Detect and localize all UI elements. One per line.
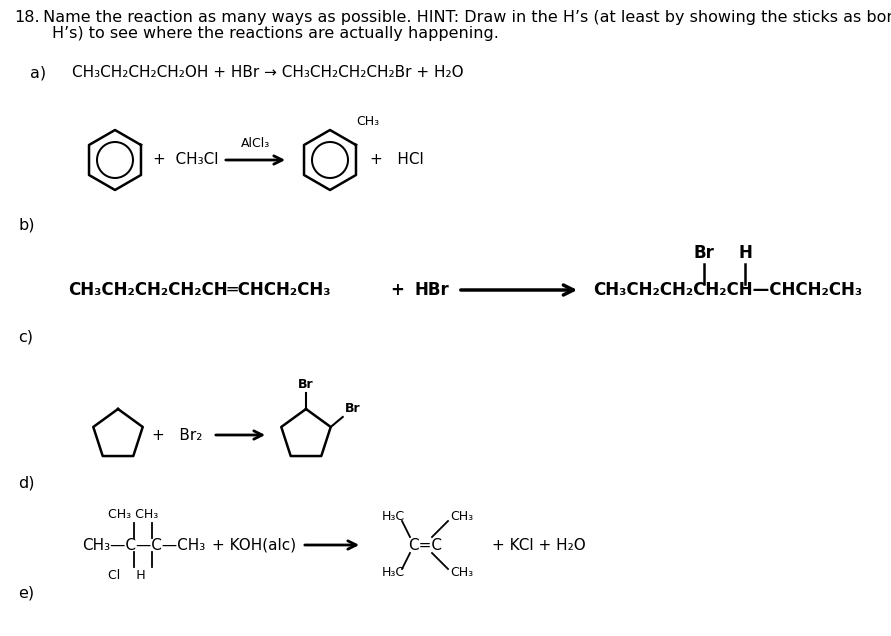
Text: C=C: C=C [408, 537, 442, 553]
Text: CH₃CH₂CH₂CH₂CH═CHCH₂CH₃: CH₃CH₂CH₂CH₂CH═CHCH₂CH₃ [68, 281, 331, 299]
Text: a): a) [30, 65, 46, 80]
Text: Cl    H: Cl H [108, 569, 145, 582]
Text: CH₃—C—C—CH₃: CH₃—C—C—CH₃ [82, 537, 205, 553]
Text: CH₃: CH₃ [356, 115, 380, 128]
Text: H₃C: H₃C [382, 567, 405, 579]
Text: +   Br₂: + Br₂ [152, 427, 202, 443]
Text: c): c) [18, 330, 33, 345]
Text: Br: Br [298, 378, 314, 391]
Text: Br: Br [693, 244, 715, 262]
Text: b): b) [18, 218, 35, 233]
Text: CH₃: CH₃ [450, 511, 473, 523]
Text: CH₃CH₂CH₂CH₂CH—CHCH₂CH₃: CH₃CH₂CH₂CH₂CH—CHCH₂CH₃ [593, 281, 862, 299]
Text: +: + [390, 281, 404, 299]
Text: Name the reaction as many ways as possible. HINT: Draw in the H’s (at least by s: Name the reaction as many ways as possib… [38, 10, 891, 25]
Text: d): d) [18, 475, 35, 490]
Text: H: H [738, 244, 752, 262]
Text: +   HCl: + HCl [370, 153, 424, 167]
Text: HBr: HBr [415, 281, 450, 299]
Text: Br: Br [345, 402, 360, 415]
Text: + KCl + H₂O: + KCl + H₂O [492, 537, 585, 553]
Text: AlCl₃: AlCl₃ [241, 137, 270, 150]
Text: CH₃: CH₃ [450, 567, 473, 579]
Text: e): e) [18, 585, 34, 600]
Text: + KOH(alc): + KOH(alc) [212, 537, 296, 553]
Text: H₃C: H₃C [382, 511, 405, 523]
Text: H’s) to see where the reactions are actually happening.: H’s) to see where the reactions are actu… [52, 26, 499, 41]
Text: CH₃CH₂CH₂CH₂OH + HBr → CH₃CH₂CH₂CH₂Br + H₂O: CH₃CH₂CH₂CH₂OH + HBr → CH₃CH₂CH₂CH₂Br + … [72, 65, 463, 80]
Text: +  CH₃Cl: + CH₃Cl [153, 153, 218, 167]
Text: CH₃ CH₃: CH₃ CH₃ [108, 508, 159, 521]
Text: 18.: 18. [14, 10, 39, 25]
